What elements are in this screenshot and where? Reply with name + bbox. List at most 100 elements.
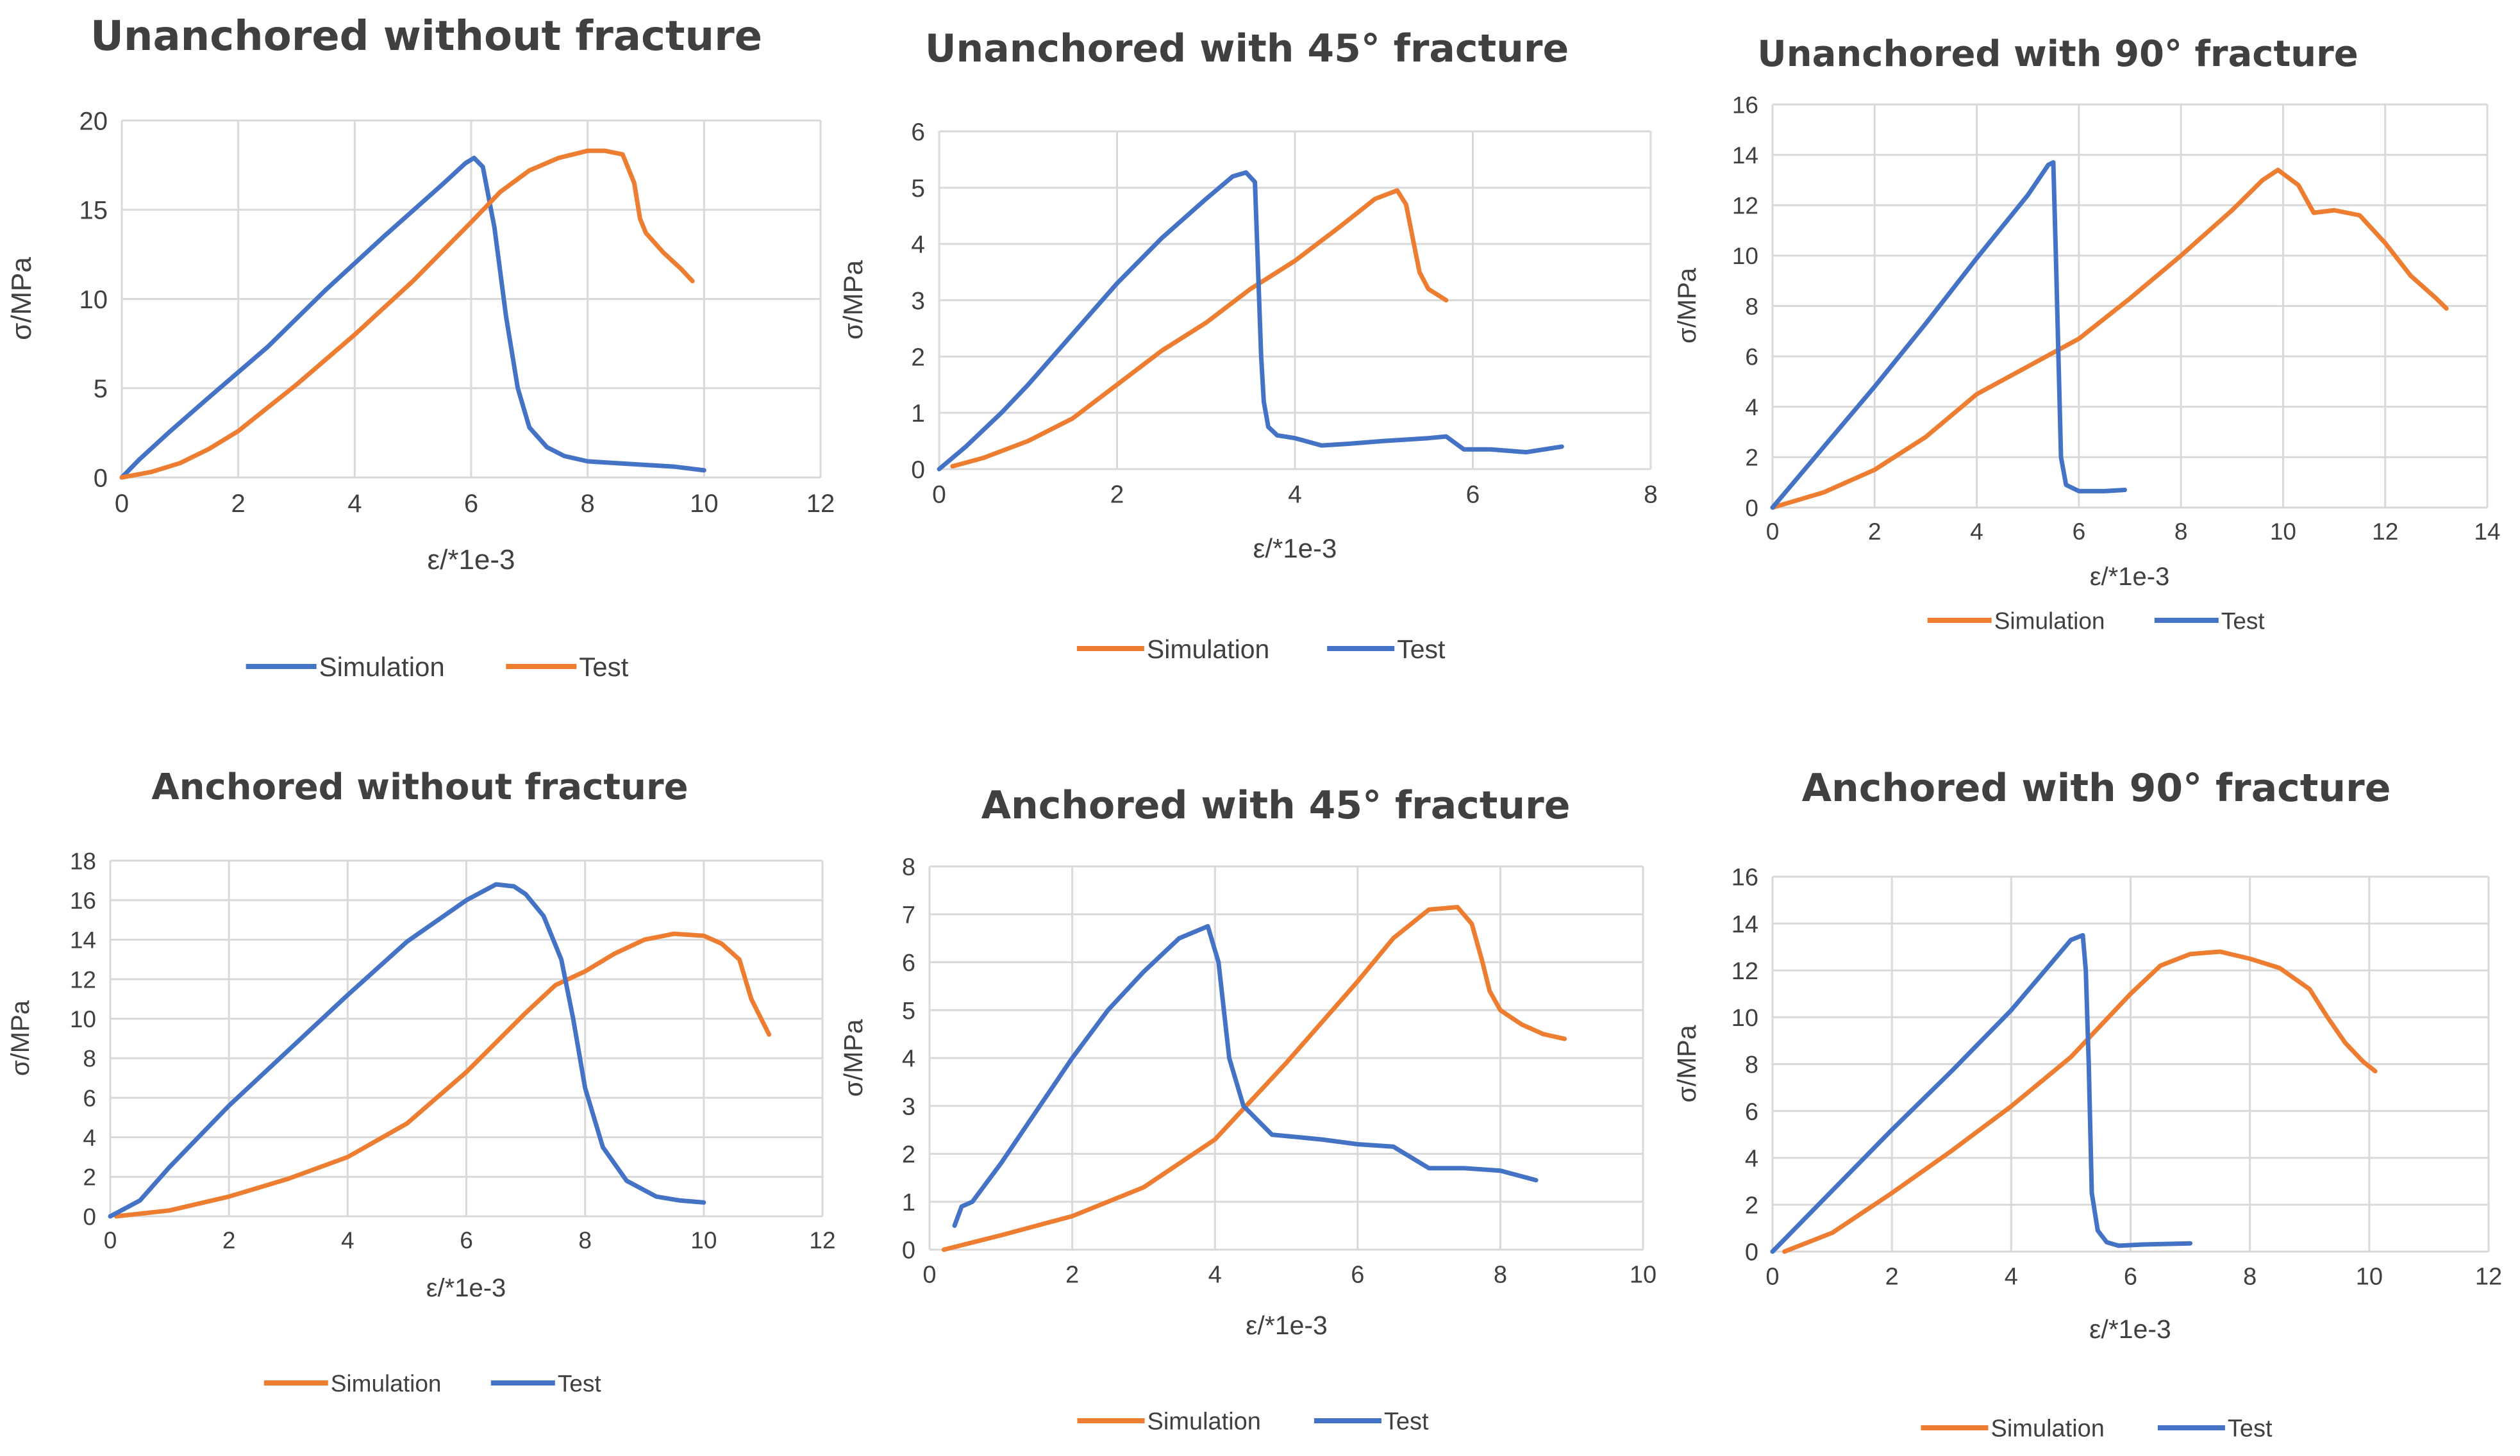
y-tick-label: 18 bbox=[70, 848, 96, 874]
x-axis-label: ε/*1e-3 bbox=[2089, 1314, 2171, 1344]
x-tick-label: 0 bbox=[1765, 1263, 1779, 1290]
gridlines bbox=[1771, 103, 2489, 509]
series-line-simulation bbox=[1770, 167, 2449, 510]
x-axis-label: ε/*1e-3 bbox=[1253, 533, 1337, 563]
y-tick-label: 12 bbox=[70, 966, 96, 993]
legend: Simulation Test bbox=[263, 1370, 601, 1396]
series-line-simulation bbox=[950, 188, 1449, 469]
x-axis-label: ε/*1e-3 bbox=[1246, 1311, 1328, 1340]
series-line-test bbox=[119, 148, 695, 480]
chart-panel-6: Anchored with 90° fracture 0 2 4 6 8 10 12 0 2 4 6 8… bbox=[1672, 766, 2502, 1443]
x-tick-label: 4 bbox=[341, 1227, 355, 1253]
gridlines bbox=[121, 119, 822, 479]
y-tick-label: 12 bbox=[1731, 958, 1758, 985]
y-tick-label: 12 bbox=[1732, 193, 1758, 219]
x-tick-label: 8 bbox=[581, 490, 595, 518]
x-tick-label: 2 bbox=[231, 490, 246, 518]
x-tick-label: 4 bbox=[1970, 518, 1983, 545]
y-tick-label: 8 bbox=[1745, 294, 1758, 320]
legend-label-simulation: Simulation bbox=[319, 652, 445, 682]
x-tick-label: 6 bbox=[464, 490, 478, 518]
legend-label-simulation: Simulation bbox=[1994, 608, 2105, 634]
y-tick-label: 14 bbox=[1732, 142, 1758, 169]
y-tick-label: 5 bbox=[902, 998, 915, 1025]
y-tick-label: 6 bbox=[1745, 1098, 1758, 1125]
series-line-test bbox=[1770, 160, 2127, 510]
y-tick-label: 14 bbox=[70, 927, 96, 954]
x-tick-label: 4 bbox=[1288, 481, 1302, 509]
legend: Simulation Test bbox=[1921, 1416, 2273, 1443]
y-tick-label: 0 bbox=[911, 456, 925, 484]
y-tick-label: 2 bbox=[1745, 445, 1758, 471]
legend: Simulation Test bbox=[1077, 1409, 1429, 1435]
legend-label-test: Test bbox=[2228, 1416, 2273, 1443]
series-line-simulation bbox=[119, 156, 706, 480]
x-tick-label: 10 bbox=[2270, 518, 2296, 545]
y-tick-label: 6 bbox=[911, 119, 925, 146]
y-axis-label: σ/MPa bbox=[6, 1000, 35, 1076]
y-tick-label: 2 bbox=[911, 343, 925, 371]
x-tick-label: 6 bbox=[2124, 1263, 2137, 1290]
x-tick-label: 12 bbox=[809, 1227, 835, 1253]
x-tick-label: 0 bbox=[115, 490, 129, 518]
y-tick-label: 1 bbox=[911, 400, 925, 427]
chart-panel-1: Unanchored without fracture 0 2 4 6 8 10 12 0 5 10… bbox=[6, 13, 835, 682]
legend-label-test: Test bbox=[2221, 608, 2265, 634]
x-tick-label: 8 bbox=[1494, 1261, 1507, 1288]
y-tick-label: 0 bbox=[902, 1237, 915, 1264]
y-tick-label: 2 bbox=[1745, 1193, 1758, 1220]
legend-label-simulation: Simulation bbox=[1147, 1409, 1261, 1435]
x-tick-label: 4 bbox=[1208, 1261, 1222, 1288]
x-tick-label: 4 bbox=[347, 490, 362, 518]
y-tick-label: 1 bbox=[902, 1189, 915, 1216]
chart-title: Unanchored without fracture bbox=[90, 13, 762, 60]
x-tick-label: 10 bbox=[690, 490, 719, 518]
y-tick-label: 8 bbox=[1745, 1052, 1758, 1079]
x-tick-label: 0 bbox=[104, 1227, 117, 1253]
y-tick-label: 7 bbox=[902, 902, 915, 929]
series-line-test bbox=[1770, 932, 2193, 1254]
legend: Simulation Test bbox=[1927, 608, 2265, 634]
gridlines bbox=[938, 130, 1652, 470]
y-tick-label: 14 bbox=[1731, 911, 1758, 938]
y-tick-label: 4 bbox=[1745, 394, 1758, 420]
y-tick-label: 8 bbox=[83, 1046, 96, 1072]
x-tick-label: 0 bbox=[932, 481, 946, 509]
x-tick-label: 8 bbox=[1644, 481, 1658, 509]
y-tick-label: 2 bbox=[83, 1164, 96, 1191]
y-tick-label: 2 bbox=[902, 1141, 915, 1168]
y-tick-label: 3 bbox=[902, 1093, 915, 1120]
x-tick-label: 10 bbox=[2356, 1263, 2383, 1290]
y-tick-label: 5 bbox=[94, 375, 108, 403]
x-tick-label: 6 bbox=[1466, 481, 1480, 509]
legend-label-test: Test bbox=[1397, 634, 1446, 664]
gridlines bbox=[1771, 875, 2490, 1253]
chart-title: Anchored with 90° fracture bbox=[1802, 766, 2391, 811]
y-tick-label: 6 bbox=[1745, 343, 1758, 370]
x-axis-label: ε/*1e-3 bbox=[427, 544, 515, 575]
x-tick-label: 12 bbox=[2372, 518, 2398, 545]
x-tick-label: 10 bbox=[1630, 1261, 1656, 1288]
x-tick-label: 0 bbox=[1766, 518, 1780, 545]
x-tick-label: 12 bbox=[2475, 1263, 2502, 1290]
chart-panel-4: Anchored without fracture 0 2 4 6 8 10 12 0 2 4 6 8 1… bbox=[6, 766, 836, 1396]
chart-title: Anchored without fracture bbox=[151, 766, 688, 808]
y-tick-label: 16 bbox=[1732, 92, 1758, 118]
gridlines bbox=[928, 865, 1644, 1251]
x-tick-label: 8 bbox=[578, 1227, 592, 1253]
y-tick-label: 16 bbox=[1731, 864, 1758, 891]
y-tick-label: 0 bbox=[1745, 495, 1758, 521]
chart-panel-2: Unanchored with 45° fracture 0 2 4 6 8 0 1 2 3 4 5 6… bbox=[838, 26, 1658, 664]
x-tick-label: 12 bbox=[806, 490, 835, 518]
x-tick-label: 6 bbox=[2073, 518, 2086, 545]
legend-label-simulation: Simulation bbox=[1147, 634, 1269, 664]
legend: Simulation Test bbox=[1076, 634, 1446, 664]
x-tick-label: 0 bbox=[922, 1261, 936, 1288]
series-line-test bbox=[952, 923, 1539, 1228]
y-tick-label: 8 bbox=[902, 854, 915, 881]
x-tick-label: 14 bbox=[2474, 518, 2500, 545]
legend-label-test: Test bbox=[1384, 1409, 1429, 1435]
x-tick-label: 8 bbox=[2174, 518, 2188, 545]
series-line-test bbox=[937, 170, 1564, 472]
y-tick-label: 0 bbox=[94, 464, 108, 492]
